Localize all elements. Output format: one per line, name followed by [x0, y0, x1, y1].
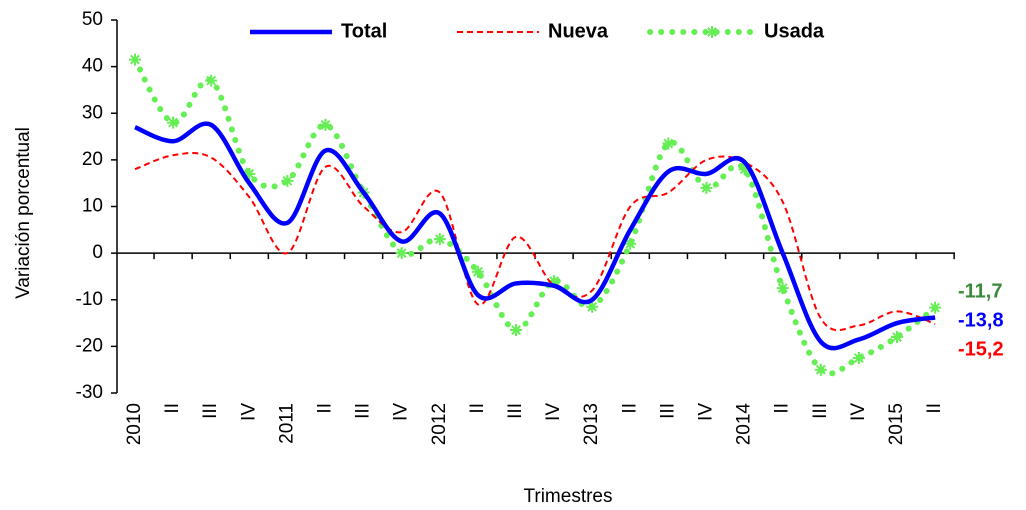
y-tick-label: 10 [82, 196, 103, 217]
x-tick-label: 2010 [124, 403, 145, 445]
x-tick-label: II [772, 403, 793, 414]
x-tick-label: 2015 [886, 403, 907, 445]
x-tick-label: III [200, 403, 221, 419]
series-line [134, 121, 936, 351]
x-tick-label: II [619, 403, 640, 414]
x-tick-label: IV [696, 403, 717, 421]
marker [433, 233, 446, 246]
x-tick-label: III [810, 403, 831, 419]
y-tick-label: 20 [82, 149, 103, 170]
marker [776, 282, 789, 295]
end-label: -13,8 [958, 309, 1004, 331]
marker [281, 174, 294, 187]
marker [662, 137, 675, 150]
x-tick-label: IV [238, 403, 259, 421]
marker [624, 237, 637, 250]
x-tick-label: III [657, 403, 678, 419]
y-tick-label: 0 [92, 242, 103, 263]
x-tick-label: II [315, 403, 336, 414]
legend-label: Nueva [548, 20, 609, 42]
marker [700, 181, 713, 194]
y-tick-label: -30 [76, 382, 103, 403]
y-tick-label: 40 [82, 56, 103, 77]
x-tick-label: 2014 [734, 403, 755, 446]
marker [243, 167, 256, 180]
legend-label: Usada [764, 20, 825, 42]
x-tick-label: 2013 [581, 403, 602, 445]
series-line [132, 56, 939, 377]
x-tick-label: III [505, 403, 526, 419]
marker [319, 118, 332, 131]
marker [167, 116, 180, 129]
legend-marker [706, 26, 718, 38]
marker [929, 301, 942, 314]
x-tick-label: 2012 [429, 403, 450, 445]
marker [586, 300, 599, 313]
x-tick-label: II [467, 403, 488, 414]
x-tick-label: IV [848, 403, 869, 421]
marker [548, 275, 561, 288]
marker [891, 331, 903, 344]
y-tick-label: 50 [82, 9, 103, 30]
marker [510, 324, 522, 337]
y-tick-label: 30 [82, 102, 103, 123]
y-tick-label: -20 [76, 335, 103, 356]
end-label: -15,2 [958, 338, 1004, 360]
marker [205, 74, 218, 87]
marker [395, 247, 408, 260]
marker [814, 363, 827, 376]
x-tick-label: IV [391, 403, 412, 421]
y-axis-title: Variación porcentual [13, 127, 34, 299]
x-tick-label: III [353, 403, 374, 419]
marker [129, 53, 141, 66]
x-axis-title: Trimestres [523, 486, 612, 507]
x-tick-label: IV [543, 403, 564, 421]
marker [852, 352, 865, 365]
legend-label: Total [341, 20, 387, 42]
x-tick-label: II [162, 403, 183, 414]
marker [738, 163, 751, 176]
marker [471, 265, 484, 278]
x-tick-label: II [924, 403, 945, 414]
end-label: -11,7 [958, 280, 1002, 302]
x-tick-label: 2011 [276, 403, 297, 444]
y-tick-label: -10 [76, 289, 103, 310]
